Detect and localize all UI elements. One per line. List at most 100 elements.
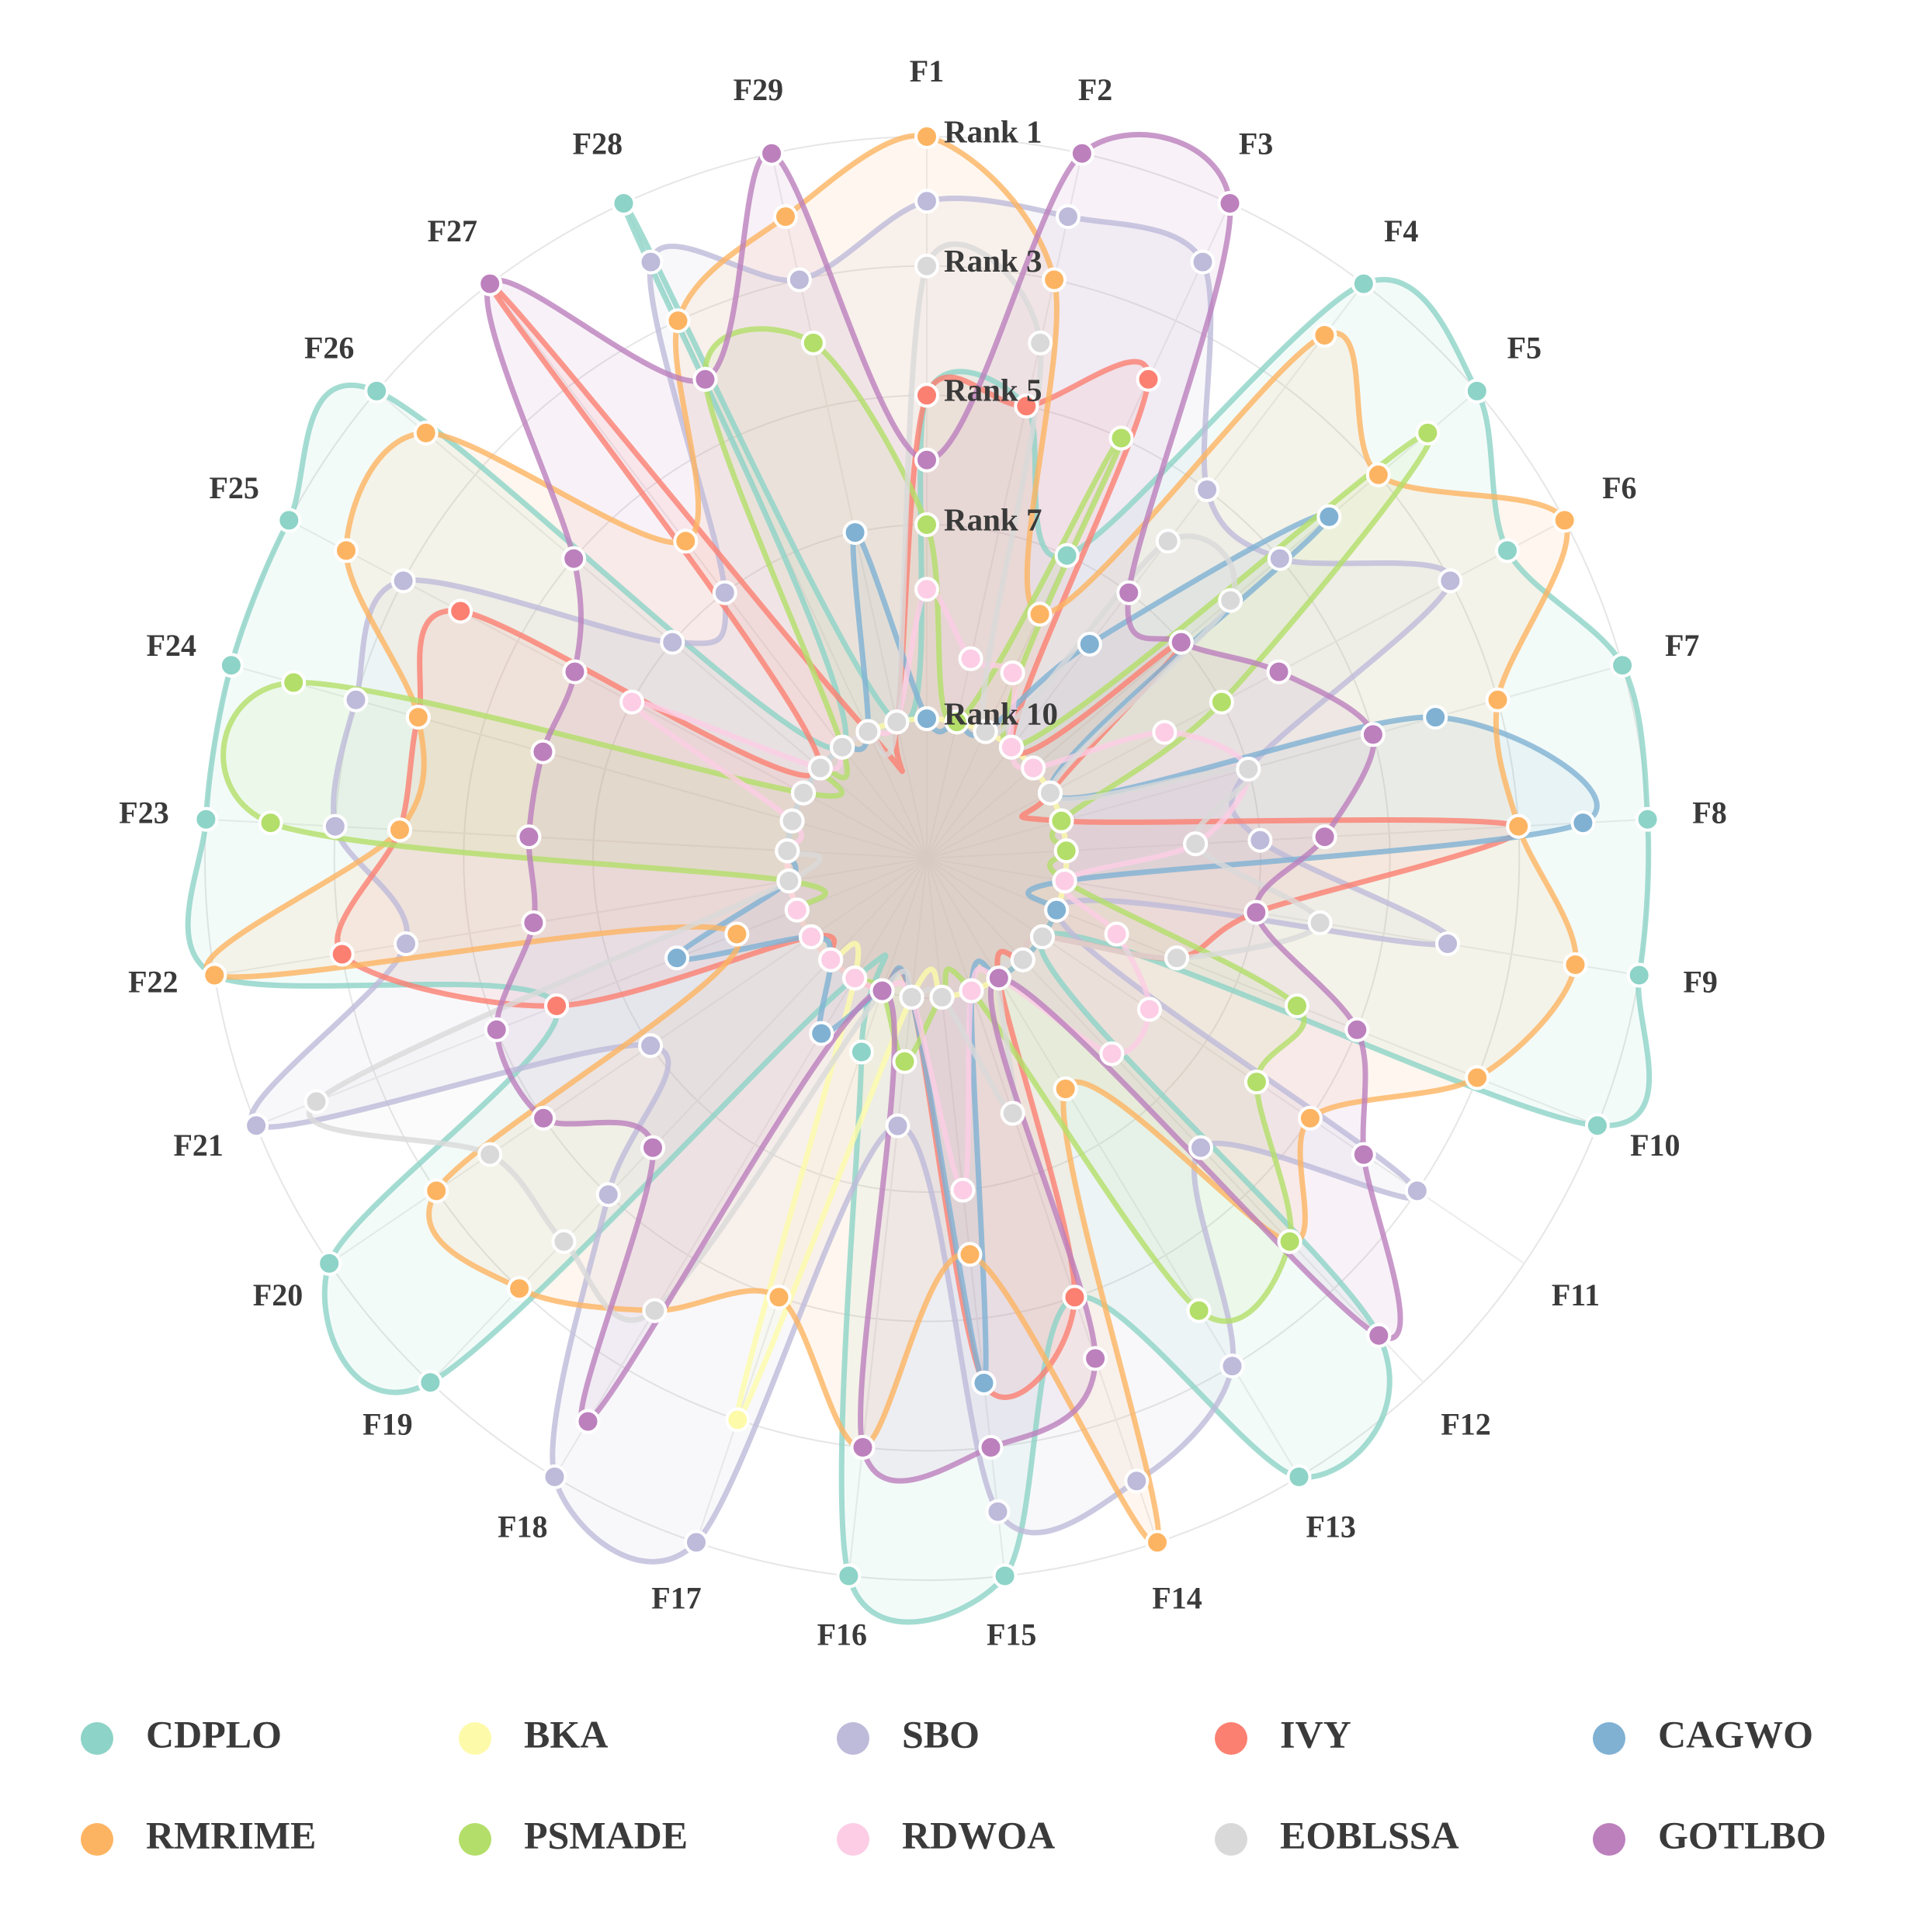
point-cagwo-F15: [971, 1371, 997, 1395]
point-cdplo-F26: [364, 378, 390, 404]
point-eoblssa-F2: [1028, 330, 1053, 355]
series-fill-sbo: [251, 198, 1452, 1562]
point-gotlbo-F6: [1266, 659, 1292, 685]
point-rmrime-F3: [1027, 601, 1053, 627]
series-fill-rdwoa: [631, 588, 1249, 1191]
legend-marker: [1215, 1823, 1247, 1856]
point-cagwo-F1: [914, 706, 939, 731]
point-eoblssa-F12: [1010, 947, 1035, 972]
point-sbo-F16: [885, 1113, 911, 1139]
series-fill-psmade: [223, 328, 1431, 1322]
legend-marker: [459, 1823, 491, 1856]
point-sbo-F20: [638, 1033, 664, 1059]
point-ivy-F25: [448, 598, 473, 624]
point-gotlbo-F4: [1116, 580, 1142, 605]
point-gotlbo-F14: [1083, 1346, 1108, 1371]
legend-marker: [837, 1722, 869, 1755]
point-rdwoa-F10: [1104, 921, 1129, 947]
rank-tick-label: Rank 3: [944, 243, 1042, 279]
rank-tick-label: Rank 7: [944, 501, 1042, 537]
point-sbo-F22: [394, 931, 418, 956]
axis-label-F2: F2: [1078, 72, 1112, 107]
axis-label-F3: F3: [1239, 126, 1273, 161]
point-rmrime-F8: [1506, 813, 1531, 839]
point-psmade-F13: [1186, 1298, 1212, 1323]
point-sbo-F11: [1404, 1178, 1430, 1204]
point-rdwoa-F5: [1021, 755, 1046, 781]
point-rmrime-F17: [766, 1284, 792, 1310]
point-eoblssa-F6: [1038, 780, 1063, 806]
legend-label: RMRIME: [146, 1813, 316, 1856]
point-sbo-F19: [595, 1182, 621, 1208]
point-cagwo-F18: [809, 1021, 834, 1046]
point-rdwoa-F25: [619, 689, 645, 715]
point-eoblssa-F18: [642, 1298, 668, 1323]
point-ivy-F3: [1136, 366, 1161, 392]
point-sbo-F17: [684, 1530, 709, 1555]
point-gotlbo-F22: [521, 910, 546, 935]
point-rdwoa-F20: [799, 924, 824, 949]
point-sbo-F25: [390, 568, 416, 594]
point-cdplo-F8: [1635, 806, 1660, 832]
legend-label: PSMADE: [524, 1813, 688, 1856]
point-cdplo-F24: [218, 653, 244, 678]
series-fill-gotlbo: [487, 134, 1401, 1482]
point-cagwo-F8: [1570, 810, 1596, 836]
legend-label: BKA: [524, 1712, 608, 1756]
point-eoblssa-F26: [807, 755, 833, 781]
point-sbo-F21: [244, 1113, 269, 1139]
point-rmrime-F13: [1053, 1076, 1078, 1101]
point-psmade-F2: [944, 709, 969, 735]
legend-item-bka: BKA: [459, 1712, 608, 1756]
point-eoblssa-F24: [779, 808, 805, 834]
legend-label: IVY: [1280, 1712, 1351, 1756]
legend-item-cdplo: CDPLO: [81, 1712, 282, 1756]
point-ivy-F14: [1062, 1284, 1087, 1310]
legend-marker: [1593, 1722, 1625, 1755]
axis-label-F18: F18: [498, 1510, 547, 1544]
point-eoblssa-F14: [1000, 1101, 1025, 1126]
point-gotlbo-F26: [561, 546, 587, 571]
axis-label-F7: F7: [1665, 628, 1699, 663]
point-rdwoa-F2: [958, 646, 983, 671]
axis-label-F26: F26: [304, 330, 354, 365]
point-psmade-F1: [914, 512, 939, 537]
legend-marker: [1215, 1722, 1247, 1755]
point-eoblssa-F21: [304, 1089, 329, 1114]
point-sbo-F5: [1267, 546, 1292, 571]
point-psmade-F7: [1049, 808, 1074, 834]
point-sbo-F23: [322, 813, 348, 839]
point-eoblssa-F7: [1236, 757, 1261, 782]
point-eoblssa-F28: [855, 719, 881, 744]
point-gotlbo-F11: [1351, 1142, 1376, 1167]
legend-marker: [1593, 1823, 1625, 1856]
axis-label-F29: F29: [734, 72, 783, 107]
point-gotlbo-F13: [986, 965, 1011, 991]
legend-marker: [459, 1722, 491, 1755]
point-cdplo-F4: [1351, 271, 1376, 296]
point-gotlbo-F29: [759, 140, 785, 166]
legend-marker: [837, 1823, 869, 1856]
series-fill-bka: [737, 719, 1067, 1420]
point-psmade-F11: [1243, 1069, 1269, 1095]
axis-label-F9: F9: [1683, 965, 1717, 1000]
point-eoblssa-F1: [914, 253, 939, 279]
point-sbo-F6: [1438, 568, 1463, 594]
point-eoblssa-F23: [775, 838, 800, 864]
axis-label-F10: F10: [1630, 1128, 1680, 1163]
point-psmade-F6: [1209, 689, 1234, 715]
axis-label-F11: F11: [1552, 1277, 1600, 1312]
point-rmrime-F7: [1485, 687, 1511, 712]
point-gotlbo-F12: [1366, 1322, 1392, 1348]
point-sbo-F29: [786, 267, 812, 293]
grid-spoke-F9: [926, 858, 1639, 976]
axis-label-F6: F6: [1602, 470, 1636, 505]
point-rdwoa-F6: [1152, 719, 1178, 745]
point-psmade-F16: [892, 1049, 917, 1074]
point-sbo-F27: [712, 580, 737, 605]
point-psmade-F24: [281, 670, 307, 695]
axis-label-F17: F17: [651, 1580, 701, 1615]
point-sbo-F8: [1247, 827, 1273, 853]
rank-tick-label: Rank 1: [944, 113, 1042, 149]
